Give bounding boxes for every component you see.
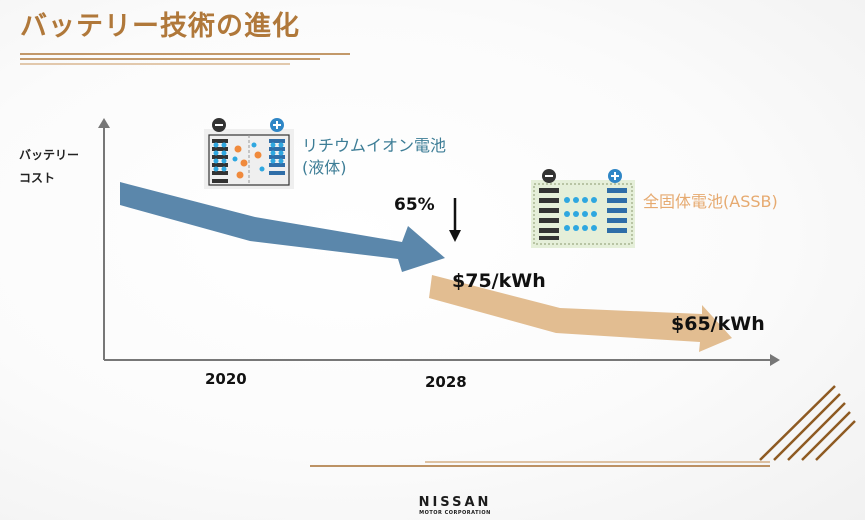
y-axis-label: バッテリー コスト [19, 144, 99, 190]
plus-terminal-icon [270, 118, 284, 132]
liquid-battery-label-line2: (液体) [302, 158, 347, 177]
plus-terminal-icon [608, 169, 622, 183]
solid-battery-label: 全固体電池(ASSB) [643, 192, 778, 211]
chart-axes [98, 118, 780, 366]
liquid-battery-icon [204, 118, 294, 189]
price-2028-label: $75/kWh [452, 270, 546, 292]
solid-state-battery-icon [531, 169, 635, 248]
brand-subtitle: MOTOR CORPORATION [419, 510, 491, 516]
y-axis-label-line2: コスト [19, 171, 56, 185]
brand-name: NISSAN [418, 495, 492, 510]
solid-battery-cost-arrow [429, 275, 732, 352]
reduction-label: 65% [394, 195, 435, 215]
nissan-logo: NISSAN MOTOR CORPORATION [400, 495, 510, 516]
year-label-2028: 2028 [425, 373, 467, 391]
y-axis-label-line1: バッテリー [19, 148, 80, 162]
title-underline [20, 53, 350, 65]
minus-terminal-icon [542, 169, 556, 183]
minus-terminal-icon [212, 118, 226, 132]
down-arrow-icon [449, 198, 461, 242]
decorative-gold-stripes [310, 385, 856, 467]
price-future-label: $65/kWh [671, 313, 765, 335]
liquid-battery-label: リチウムイオン電池 (液体) [302, 135, 446, 179]
year-label-2020: 2020 [205, 370, 247, 388]
liquid-battery-label-line1: リチウムイオン電池 [302, 136, 447, 155]
slide-title: バッテリー技術の進化 [20, 11, 300, 42]
liquid-battery-cost-arrow [120, 182, 445, 272]
